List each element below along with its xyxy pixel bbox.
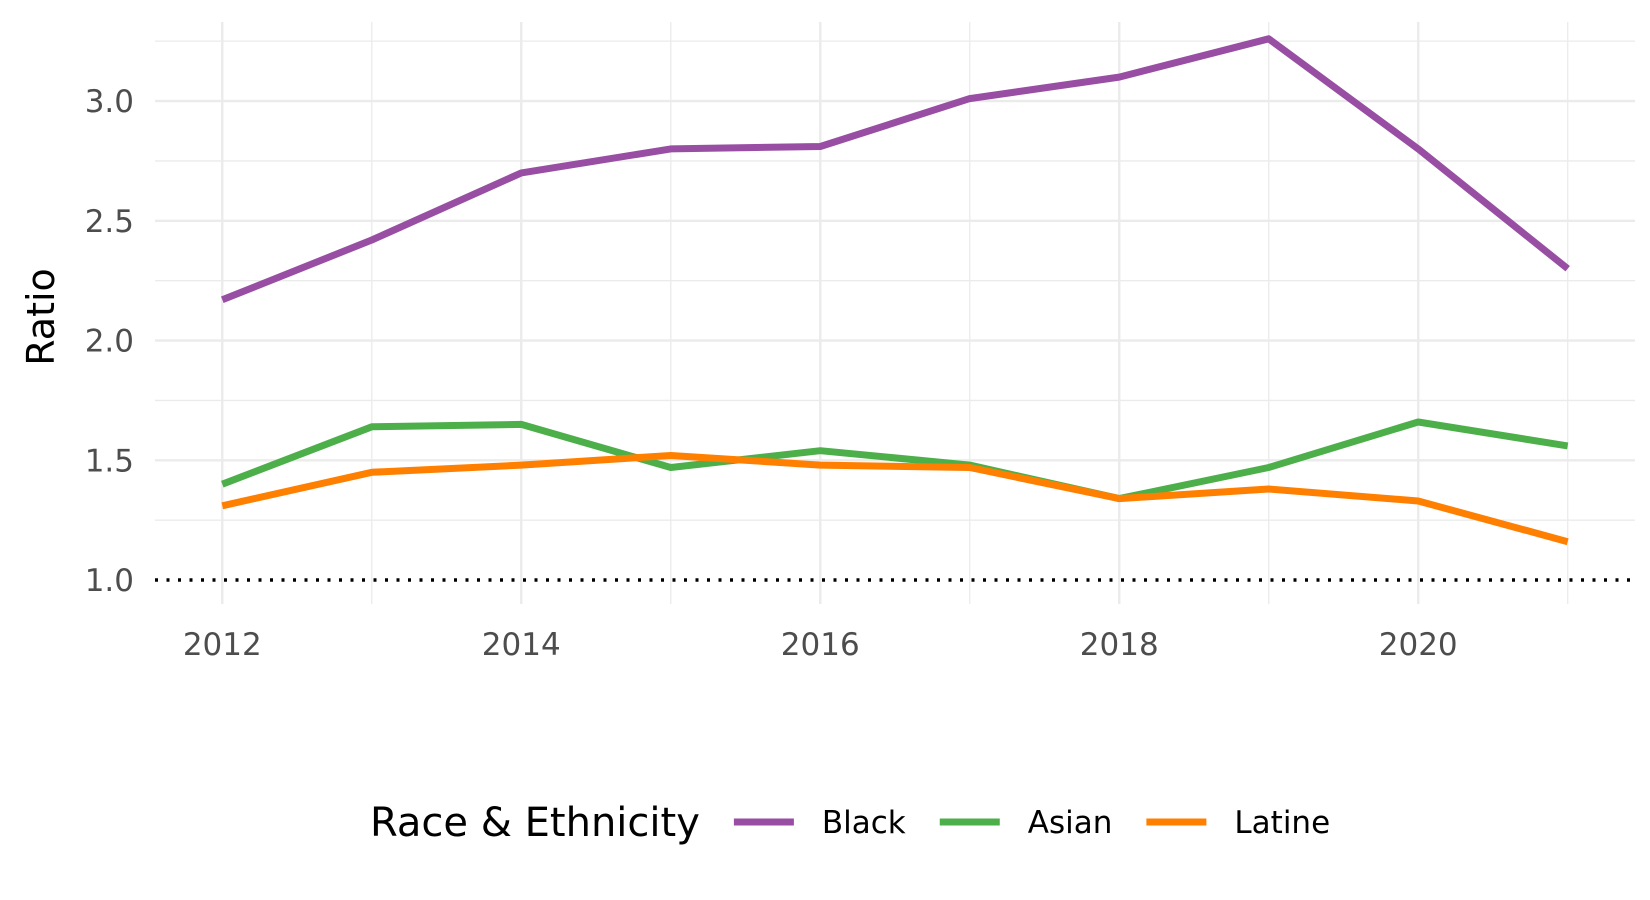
legend-label-black: Black <box>822 805 906 841</box>
grid-lines <box>155 22 1635 604</box>
legend-label-latine: Latine <box>1234 805 1330 841</box>
y-tick-labels: 1.0 1.5 2.0 2.5 3.0 <box>85 84 134 599</box>
legend: Race & Ethnicity Black Asian Latine <box>370 800 1330 846</box>
x-tick-label: 2012 <box>183 627 262 663</box>
series-line-asian <box>221 418 1569 503</box>
x-tick-label: 2018 <box>1080 627 1159 663</box>
x-tick-labels: 2012 2014 2016 2018 2020 <box>183 627 1458 663</box>
y-tick-label: 1.0 <box>85 563 134 599</box>
series-lines <box>221 35 1570 546</box>
x-tick-label: 2014 <box>482 627 561 663</box>
series-line-black <box>221 35 1570 304</box>
y-axis-title: Ratio <box>19 268 63 366</box>
legend-label-asian: Asian <box>1028 805 1113 841</box>
legend-items: Black Asian Latine <box>733 805 1330 841</box>
legend-title: Race & Ethnicity <box>370 800 700 846</box>
y-tick-label: 2.5 <box>85 204 134 240</box>
x-tick-label: 2016 <box>781 627 860 663</box>
y-tick-label: 1.5 <box>85 443 134 479</box>
y-tick-label: 2.0 <box>85 324 134 360</box>
y-tick-label: 3.0 <box>85 84 134 120</box>
series-line-latine <box>221 452 1569 546</box>
x-tick-label: 2020 <box>1379 627 1458 663</box>
